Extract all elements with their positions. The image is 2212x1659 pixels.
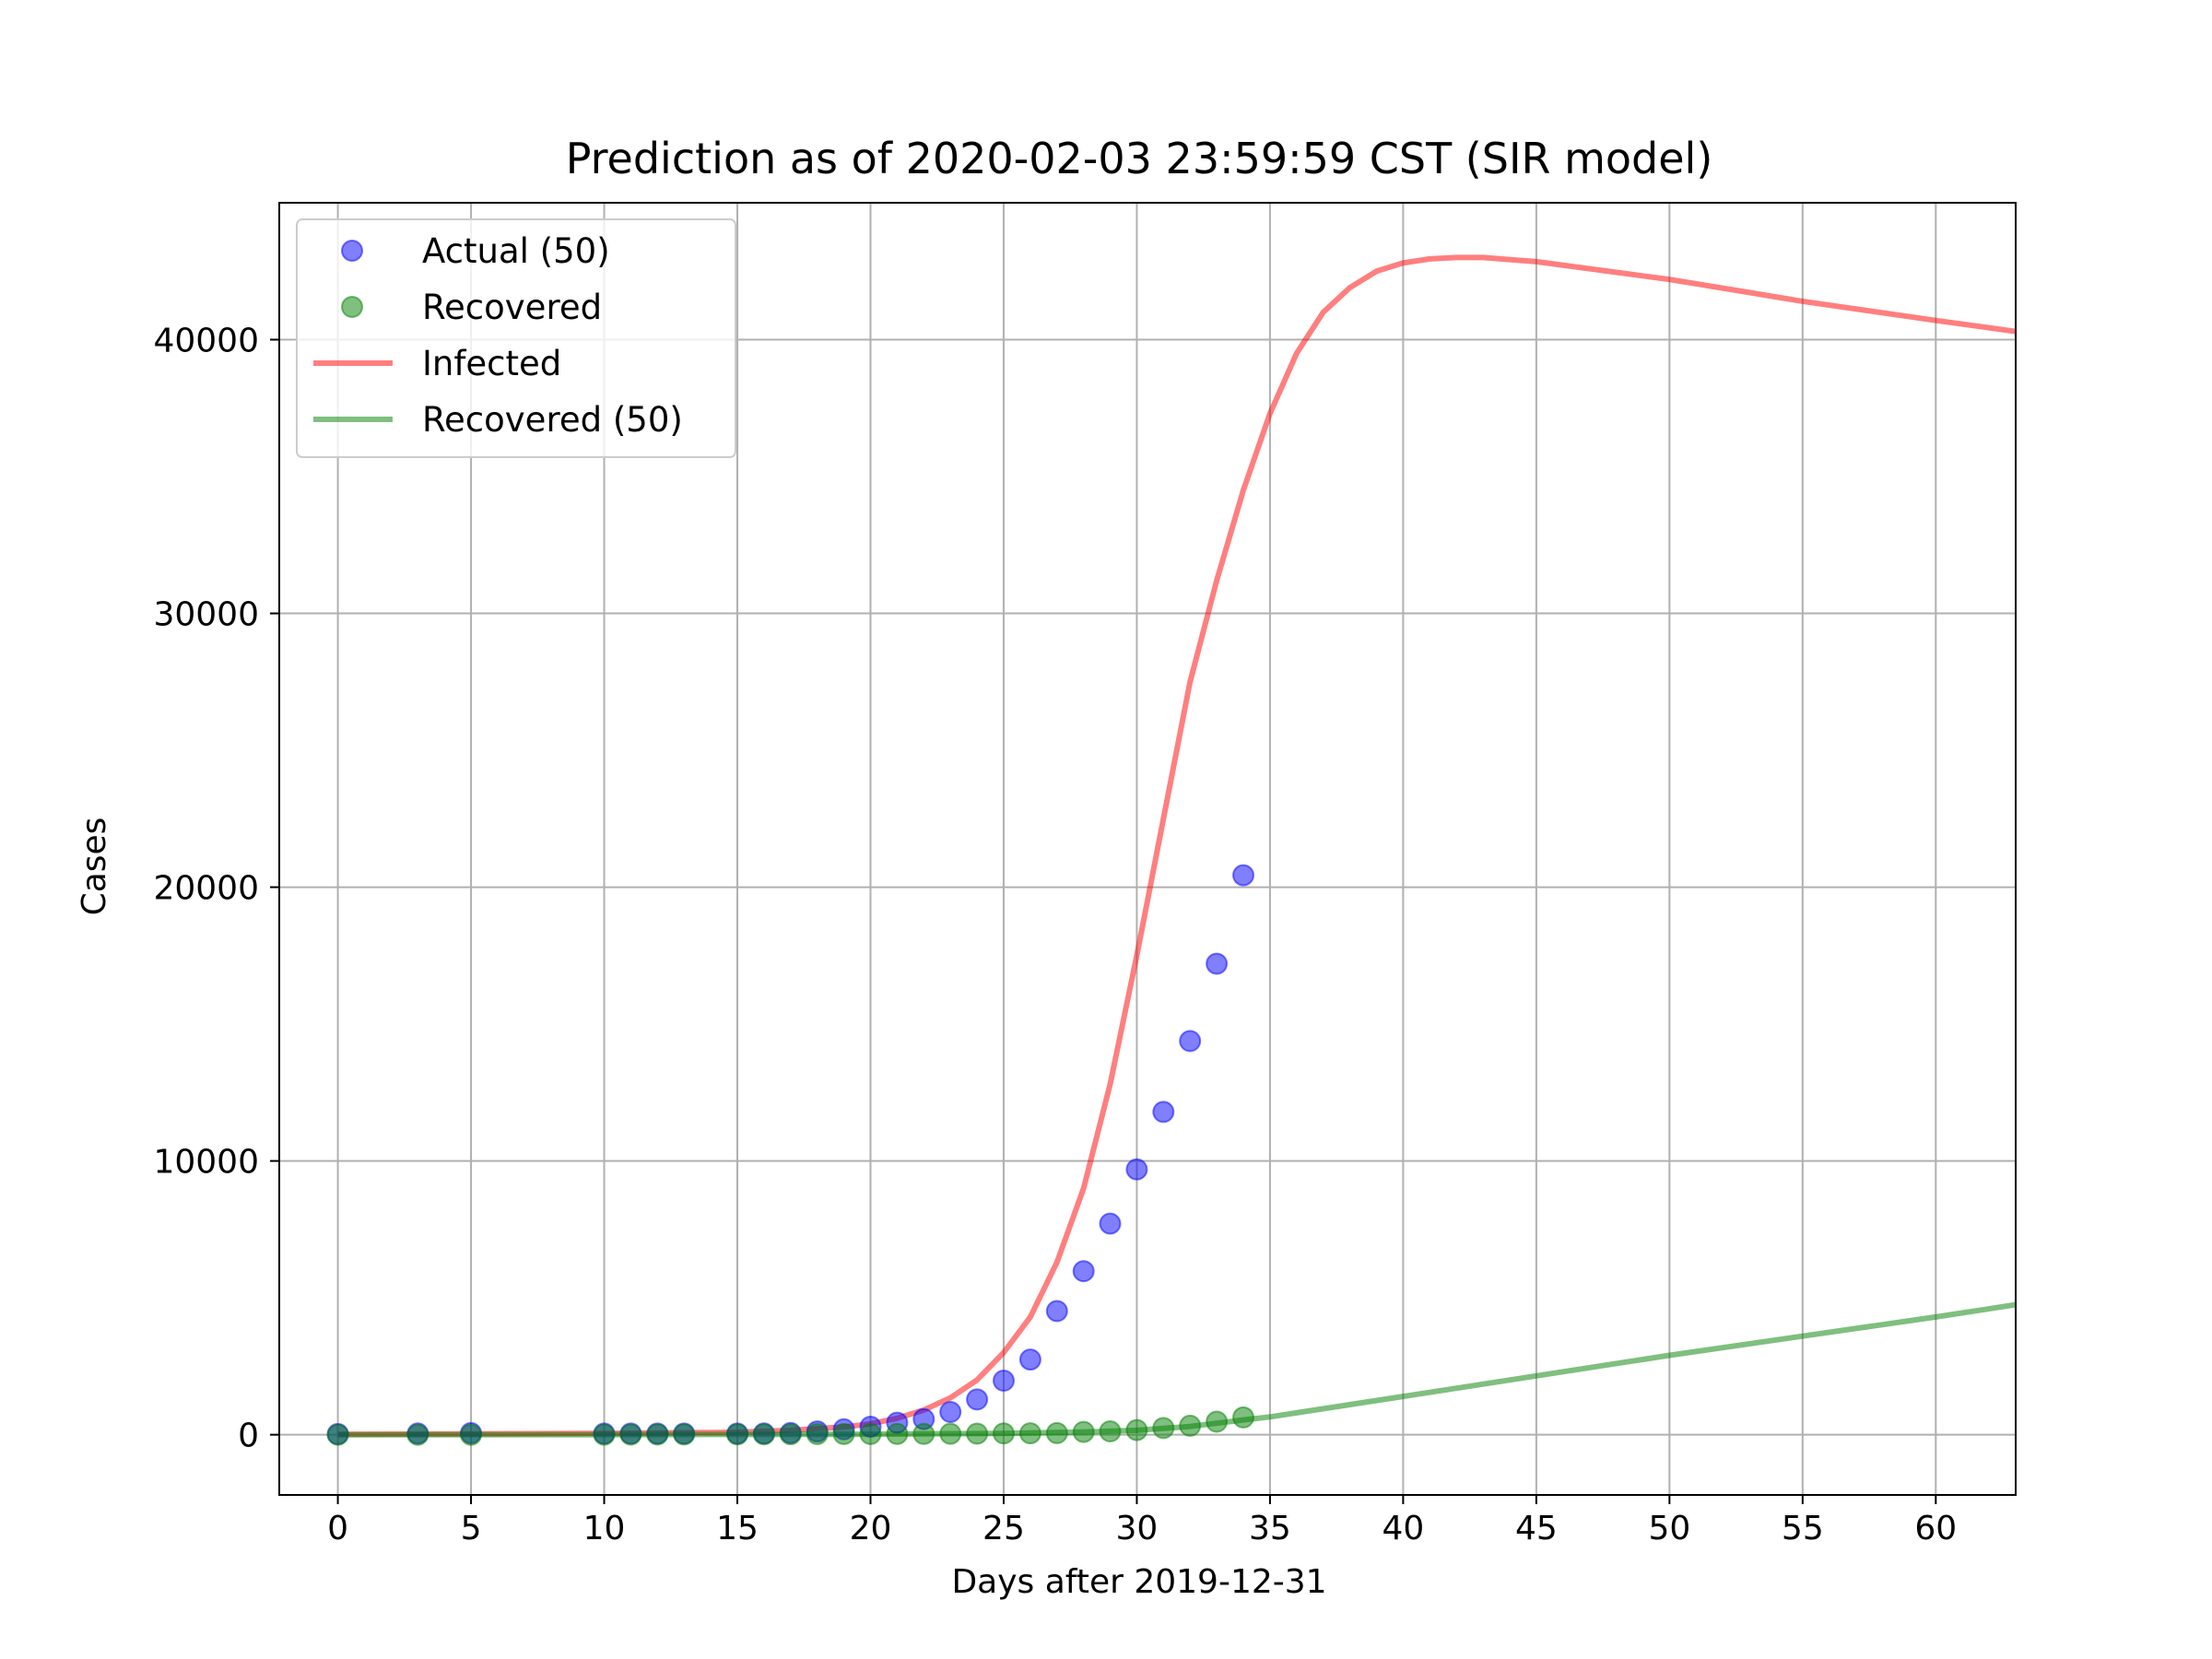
- x-tick-label: 40: [1382, 1510, 1424, 1547]
- y-tick-label: 0: [238, 1418, 259, 1455]
- data-point-recovered: [806, 1422, 829, 1445]
- data-point-actual-50: [1206, 952, 1229, 975]
- legend: Actual (50) Recovered Infected Recovered (5…: [296, 218, 736, 458]
- data-point-recovered: [406, 1423, 429, 1446]
- x-tick-label: 30: [1116, 1510, 1159, 1547]
- data-point-actual-50: [1152, 1100, 1175, 1124]
- data-point-actual-50: [1099, 1212, 1122, 1235]
- data-point-actual-50: [1232, 864, 1254, 887]
- data-point-recovered: [832, 1422, 855, 1445]
- data-point-actual-50: [939, 1401, 962, 1423]
- data-point-recovered: [1232, 1406, 1254, 1429]
- data-point-recovered: [993, 1422, 1015, 1445]
- data-point-recovered: [752, 1423, 775, 1446]
- data-point-recovered: [1206, 1410, 1229, 1433]
- legend-label: Infected: [422, 344, 561, 383]
- data-point-actual-50: [966, 1388, 989, 1411]
- data-point-recovered: [326, 1423, 349, 1446]
- data-point-actual-50: [1018, 1348, 1041, 1371]
- x-tick-label: 55: [1782, 1510, 1824, 1547]
- x-tick-label: 5: [461, 1510, 482, 1547]
- legend-label: Recovered: [422, 288, 602, 327]
- x-tick-label: 0: [327, 1510, 348, 1547]
- x-axis-label: Days after 2019-12-31: [951, 1563, 1326, 1601]
- data-point-recovered: [1072, 1420, 1095, 1443]
- data-point-actual-50: [993, 1370, 1015, 1392]
- x-tick-label: 10: [583, 1510, 626, 1547]
- legend-marker: [341, 240, 363, 262]
- y-tick-label: 10000: [153, 1144, 259, 1182]
- ticks: 0 5 10 15 20 25 30 35 40 45 50 55 60 0 10000 20000 30000…: [153, 323, 1957, 1547]
- y-tick-label: 30000: [153, 596, 259, 634]
- data-point-recovered: [779, 1423, 802, 1446]
- data-point-recovered: [1018, 1422, 1041, 1445]
- data-point-recovered: [1125, 1418, 1148, 1441]
- data-point-recovered: [859, 1422, 882, 1445]
- data-point-recovered: [1099, 1420, 1122, 1442]
- chart-title: Prediction as of 2020-02-03 23:59:59 CST…: [566, 134, 1713, 183]
- data-point-recovered: [966, 1422, 989, 1445]
- data-point-actual-50: [1045, 1300, 1068, 1323]
- legend-label: Actual (50): [422, 231, 610, 271]
- data-point-actual-50: [1072, 1260, 1095, 1283]
- data-point-recovered: [1152, 1417, 1175, 1440]
- y-axis-label: Cases: [76, 818, 113, 916]
- legend-box: [296, 218, 736, 458]
- legend-marker: [341, 296, 363, 318]
- plot-frame: [278, 202, 2017, 1496]
- data-point-recovered: [619, 1423, 642, 1446]
- x-tick-label: 45: [1515, 1510, 1558, 1547]
- x-tick-label: 25: [982, 1510, 1025, 1547]
- data-point-actual-50: [1125, 1158, 1148, 1181]
- x-tick-label: 35: [1249, 1510, 1291, 1547]
- data-point-actual-50: [1179, 1030, 1202, 1053]
- data-point-recovered: [646, 1423, 669, 1446]
- x-tick-label: 15: [716, 1510, 759, 1547]
- y-tick-label: 20000: [153, 870, 259, 908]
- y-tick-label: 40000: [153, 323, 259, 360]
- data-point-recovered: [593, 1423, 616, 1446]
- x-tick-label: 20: [850, 1510, 892, 1547]
- x-tick-label: 50: [1648, 1510, 1690, 1547]
- data-point-recovered: [886, 1422, 909, 1445]
- x-tick-label: 60: [1914, 1510, 1957, 1547]
- data-point-recovered: [460, 1423, 482, 1446]
- data-point-recovered: [939, 1422, 962, 1445]
- legend-label: Recovered (50): [422, 400, 683, 440]
- data-point-recovered: [912, 1422, 935, 1445]
- data-point-recovered: [673, 1423, 696, 1446]
- data-point-recovered: [726, 1423, 748, 1446]
- series-layer: [326, 254, 2016, 1446]
- data-point-recovered: [1179, 1414, 1202, 1437]
- data-point-recovered: [1045, 1421, 1068, 1444]
